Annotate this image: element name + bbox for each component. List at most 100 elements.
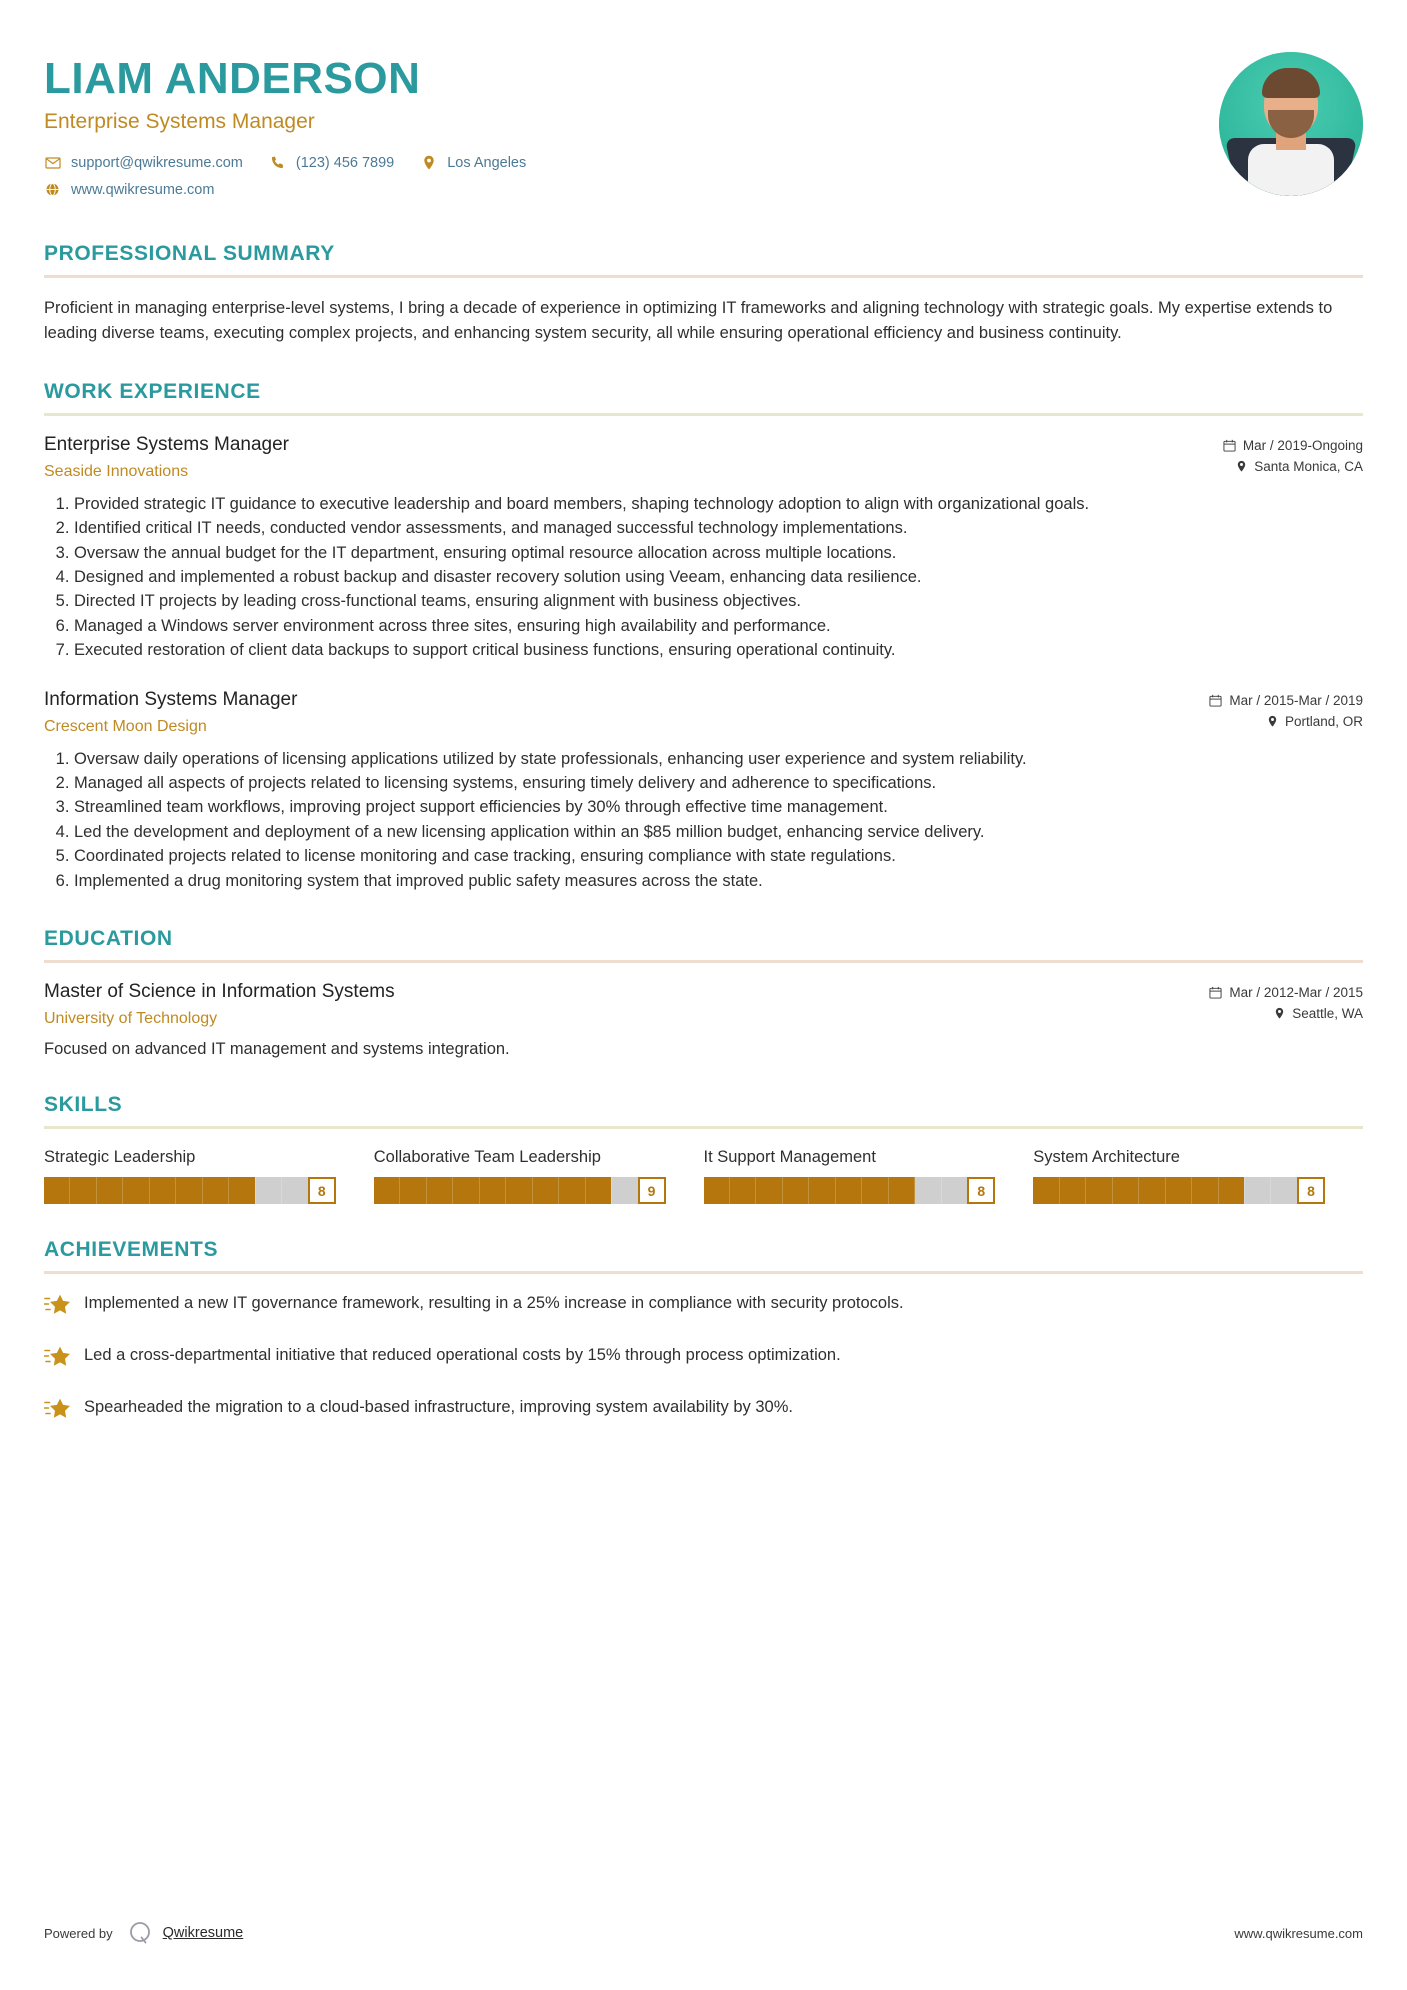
work-date-line: Mar / 2019-Ongoing [1223, 438, 1363, 453]
education-location-line: Seattle, WA [1209, 1006, 1363, 1021]
candidate-job-title: Enterprise Systems Manager [44, 110, 315, 134]
achievement-item: Implemented a new IT governance framewor… [43, 1292, 1363, 1322]
contact-email[interactable]: support@qwikresume.com [44, 154, 243, 171]
skill-rating-bar: 9 [373, 1177, 666, 1205]
globe-icon [44, 181, 61, 198]
calendar-icon [1209, 694, 1222, 707]
footer-left: Powered by Qwikresume [44, 1920, 243, 1946]
education-location-text: Seattle, WA [1292, 1006, 1363, 1022]
section-divider [44, 412, 1363, 416]
achievement-item: Led a cross-departmental initiative that… [43, 1344, 1363, 1374]
section-divider [44, 275, 1363, 279]
skill-ticks [44, 1177, 308, 1205]
achievement-text: Led a cross-departmental initiative that… [84, 1346, 841, 1365]
summary-body: Proficient in managing enterprise-level … [44, 278, 1363, 346]
work-location-line: Santa Monica, CA [1223, 459, 1363, 474]
section-education: EDUCATION Master of Science in Informati… [44, 927, 1363, 1059]
skill-ticks [374, 1177, 638, 1205]
work-entry: Enterprise Systems Manager Seaside Innov… [44, 434, 1363, 663]
list-item: Identified critical IT needs, conducted … [74, 517, 1363, 540]
skill-score: 8 [1297, 1177, 1325, 1205]
education-date-text: Mar / 2012-Mar / 2015 [1229, 985, 1363, 1001]
work-entry-head: Information Systems Manager Crescent Moo… [44, 689, 1363, 736]
star-icon [43, 1397, 74, 1426]
list-item: Streamlined team workflows, improving pr… [74, 796, 1363, 819]
skill-rating-bar: 8 [703, 1177, 996, 1205]
education-school: University of Technology [44, 1010, 218, 1028]
avatar [1219, 52, 1363, 196]
contact-email-text: support@qwikresume.com [71, 154, 243, 171]
work-entry-left: Enterprise Systems Manager Seaside Innov… [44, 434, 1223, 481]
education-entry-meta: Mar / 2012-Mar / 2015 Seattle, WA [1209, 981, 1363, 1027]
skill-ticks [704, 1177, 968, 1205]
skill-track [703, 1177, 968, 1205]
work-body: Enterprise Systems Manager Seaside Innov… [44, 416, 1363, 893]
skill-fill [373, 1177, 612, 1205]
education-entry: Master of Science in Information Systems… [44, 981, 1363, 1059]
skill-label: Strategic Leadership [44, 1148, 196, 1167]
work-location-line: Portland, OR [1209, 714, 1363, 729]
list-item: Directed IT projects by leading cross-fu… [74, 590, 1363, 613]
section-professional-summary: PROFESSIONAL SUMMARY Proficient in manag… [44, 242, 1363, 346]
achievement-text: Spearheaded the migration to a cloud-bas… [84, 1398, 793, 1417]
qwikresume-logo-icon [127, 1920, 153, 1946]
work-company: Crescent Moon Design [44, 717, 207, 735]
work-location-text: Santa Monica, CA [1254, 458, 1363, 474]
skill-score: 9 [637, 1177, 666, 1205]
avatar-photo [1219, 52, 1363, 196]
skill-score: 8 [307, 1177, 336, 1205]
list-item: Executed restoration of client data back… [74, 639, 1363, 662]
qwikresume-brand-link[interactable]: Qwikresume [162, 1925, 244, 1941]
header-left: LIAM ANDERSON Enterprise Systems Manager… [44, 52, 552, 208]
resume-header: LIAM ANDERSON Enterprise Systems Manager… [44, 52, 1363, 208]
location-pin-icon [1267, 715, 1278, 728]
section-work-experience: WORK EXPERIENCE Enterprise Systems Manag… [44, 380, 1363, 893]
candidate-name: LIAM ANDERSON [44, 54, 421, 103]
section-skills: SKILLS Strategic Leadership 8 Collaborat… [44, 1093, 1363, 1205]
skill-fill [703, 1177, 915, 1205]
achievement-item: Spearheaded the migration to a cloud-bas… [43, 1396, 1363, 1426]
work-date-text: Mar / 2019-Ongoing [1242, 437, 1363, 453]
section-divider [44, 1271, 1363, 1275]
work-entry-head: Enterprise Systems Manager Seaside Innov… [44, 434, 1363, 481]
location-pin-icon [1274, 1007, 1285, 1020]
work-entry: Information Systems Manager Crescent Moo… [44, 689, 1363, 894]
skill-item: Strategic Leadership 8 [44, 1147, 374, 1205]
skill-label: It Support Management [703, 1148, 876, 1167]
work-role: Information Systems Manager [44, 688, 298, 710]
skills-body: Strategic Leadership 8 Collaborative Tea… [44, 1129, 1363, 1205]
location-pin-icon [420, 154, 437, 171]
phone-icon [269, 154, 286, 171]
powered-by-label: Powered by [44, 1925, 113, 1941]
work-entry-left: Information Systems Manager Crescent Moo… [44, 689, 1209, 736]
skill-track [373, 1177, 638, 1205]
section-divider [44, 1126, 1363, 1130]
page-footer: Powered by Qwikresume www.qwikresume.com [44, 1920, 1363, 1946]
skill-track [1033, 1177, 1297, 1205]
contact-phone[interactable]: (123) 456 7899 [269, 154, 394, 171]
contact-phone-text: (123) 456 7899 [295, 154, 395, 171]
contact-row-primary: support@qwikresume.com (123) 456 7899 [44, 154, 552, 171]
envelope-icon [44, 154, 61, 171]
skill-label: System Architecture [1033, 1148, 1180, 1167]
work-location-text: Portland, OR [1284, 713, 1363, 729]
skill-item: System Architecture 8 [1033, 1147, 1363, 1205]
achievement-text: Implemented a new IT governance framewor… [84, 1294, 904, 1313]
skill-fill [44, 1177, 255, 1205]
work-bullet-list: Provided strategic IT guidance to execut… [44, 493, 1363, 663]
section-achievements: ACHIEVEMENTS Implemented a new IT govern… [43, 1238, 1363, 1426]
education-entry-head: Master of Science in Information Systems… [44, 981, 1363, 1028]
work-entry-meta: Mar / 2019-Ongoing Santa Monica, CA [1223, 434, 1363, 480]
education-description: Focused on advanced IT management and sy… [44, 1040, 510, 1059]
footer-website: www.qwikresume.com [1234, 1925, 1363, 1941]
list-item: Led the development and deployment of a … [74, 821, 1363, 844]
star-icon [43, 1293, 74, 1322]
work-date-line: Mar / 2015-Mar / 2019 [1209, 693, 1363, 708]
list-item: Provided strategic IT guidance to execut… [74, 493, 1363, 516]
work-entry-meta: Mar / 2015-Mar / 2019 Portland, OR [1209, 689, 1363, 735]
education-entry-left: Master of Science in Information Systems… [44, 981, 1209, 1028]
contact-website[interactable]: www.qwikresume.com [44, 181, 214, 198]
list-item: Managed all aspects of projects related … [74, 772, 1363, 795]
calendar-icon [1223, 439, 1236, 452]
